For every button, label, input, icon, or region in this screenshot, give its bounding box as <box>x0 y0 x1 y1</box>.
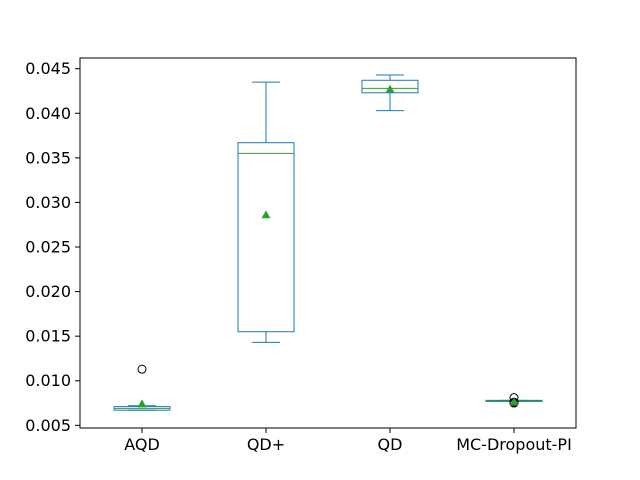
box-group <box>237 81 295 343</box>
y-tick-label: 0.025 <box>25 238 71 257</box>
y-axis: 0.005 0.010 0.015 0.020 0.025 0.030 0.035 0.040… <box>25 59 80 435</box>
y-tick-label: 0.010 <box>25 371 71 390</box>
mean-marker <box>137 399 147 408</box>
box-group <box>113 364 171 411</box>
y-tick-label: 0.035 <box>25 148 71 167</box>
box-iqr <box>361 79 419 94</box>
box-group <box>361 74 419 112</box>
mean-marker <box>261 210 271 219</box>
box-group <box>485 393 543 408</box>
y-tick-label: 0.015 <box>25 327 71 346</box>
y-tick-label: 0.045 <box>25 59 71 78</box>
mean-marker <box>509 397 519 406</box>
x-axis: AQD QD+ QD MC-Dropout-PI <box>124 428 572 454</box>
box-iqr <box>237 142 295 333</box>
outlier-point <box>137 364 147 374</box>
x-tick-label: QD <box>378 435 403 454</box>
boxes-layer <box>113 74 543 411</box>
y-tick-label: 0.040 <box>25 104 71 123</box>
y-tick-label: 0.030 <box>25 193 71 212</box>
x-tick-label: QD+ <box>247 435 285 454</box>
mean-marker <box>385 84 395 93</box>
plot-frame <box>79 57 577 429</box>
x-tick-label: AQD <box>124 435 160 454</box>
y-tick-label: 0.020 <box>25 282 71 301</box>
x-tick-label: MC-Dropout-PI <box>456 435 572 454</box>
y-tick-label: 0.005 <box>25 416 71 435</box>
